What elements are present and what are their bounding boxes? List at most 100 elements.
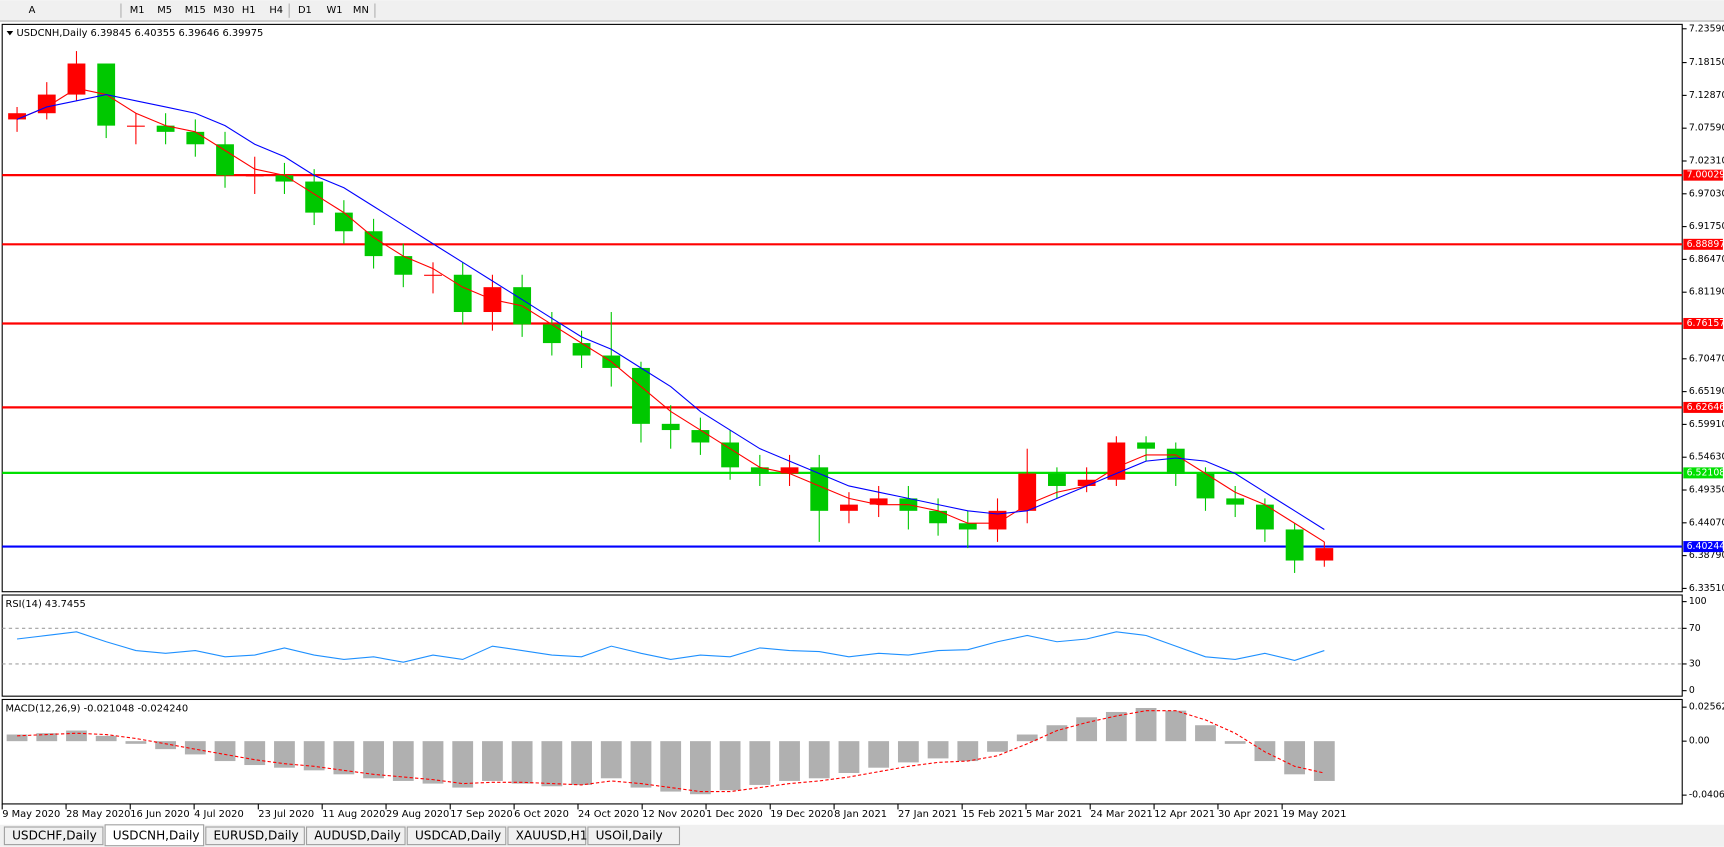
timeframe-button[interactable]: M1 [130, 5, 145, 16]
candle-body [37, 94, 56, 114]
tab[interactable] [406, 826, 507, 846]
macd-bar [957, 741, 979, 762]
y-tick-label: 0.025623 [1689, 702, 1724, 713]
tab-label[interactable]: AUDUSD,Daily [314, 828, 401, 842]
candle-body [572, 343, 591, 356]
macd-bar [274, 741, 295, 768]
x-tick-label: 19 Dec 2020 [770, 809, 833, 820]
macd-bar [6, 734, 28, 742]
tool-button[interactable]: A [29, 5, 36, 16]
level-label-box [1683, 238, 1723, 250]
candle-body [810, 467, 829, 511]
timeframe-button[interactable]: W1 [327, 5, 343, 16]
candle-body [1137, 442, 1155, 449]
macd-bar [868, 741, 890, 768]
macd-bar [452, 741, 474, 788]
tab-label[interactable]: USDCHF,Daily [12, 828, 97, 842]
timeframe-button[interactable]: M15 [185, 5, 206, 16]
y-tick-label: 7.23590 [1689, 23, 1724, 34]
x-tick-label: 19 May 2021 [1282, 809, 1346, 820]
x-tick-label: 4 Jul 2020 [194, 809, 244, 820]
x-tick-label: 24 Oct 2020 [578, 809, 639, 820]
macd-bar [1313, 741, 1335, 781]
x-tick-label: 29 Aug 2020 [386, 809, 449, 820]
macd-bar [808, 741, 830, 779]
macd-bar [66, 730, 87, 742]
tab[interactable] [3, 826, 104, 846]
x-tick-label: 11 Aug 2020 [322, 809, 385, 820]
level-label: 6.76157 [1687, 318, 1724, 329]
x-tick-label: 28 May 2020 [66, 809, 130, 820]
x-tick-label: 12 Apr 2021 [1154, 809, 1215, 820]
candle-body [929, 510, 947, 524]
panel-title: MACD(12,26,9) -0.021048 -0.024240 [5, 703, 188, 714]
macd-bar [1224, 741, 1246, 744]
timeframe-button[interactable]: H1 [242, 5, 256, 16]
tab-label[interactable]: EURUSD,Daily [214, 828, 299, 842]
tab[interactable] [104, 824, 205, 847]
candle-body [245, 175, 264, 177]
tab-label[interactable]: XAUUSD,H1 [516, 828, 588, 842]
y-tick-label: 6.86470 [1689, 254, 1724, 265]
level-label-box [1683, 401, 1723, 413]
y-tick-label: 70 [1689, 623, 1701, 634]
tab[interactable] [507, 826, 587, 846]
y-tick-label: 6.59910 [1689, 419, 1724, 430]
y-tick-label: 6.38790 [1689, 550, 1724, 561]
indicator-line [16, 93, 1325, 530]
candle-body [661, 423, 680, 431]
level-label: 6.52108 [1687, 467, 1724, 478]
y-tick-label: 7.02310 [1689, 155, 1724, 166]
tab-label[interactable]: USOil,Daily [596, 828, 663, 842]
timeframe-button[interactable]: MN [353, 5, 369, 16]
level-label: 6.88897 [1687, 239, 1724, 250]
candle-body [1226, 498, 1245, 505]
rsi-panel [1, 594, 1683, 697]
y-tick-label: 30 [1689, 658, 1701, 669]
x-tick-label: 12 Nov 2020 [642, 809, 705, 820]
candle-body [67, 63, 86, 95]
macd-bar [571, 741, 592, 785]
y-tick-label: 6.44070 [1689, 517, 1724, 528]
x-tick-label: 23 Jul 2020 [258, 809, 314, 820]
timeframe-button[interactable]: H4 [269, 5, 283, 16]
candle-body [424, 274, 442, 276]
x-tick-label: 5 Mar 2021 [1026, 809, 1082, 820]
y-tick-label: 6.65190 [1689, 386, 1724, 397]
macd-bar [1254, 741, 1276, 762]
panel-title: USDCNH,Daily 6.39845 6.40355 6.39646 6.3… [16, 28, 263, 39]
y-tick-label: 6.70470 [1689, 353, 1724, 364]
timeframe-button[interactable]: M30 [213, 5, 234, 16]
timeframe-button[interactable]: M5 [157, 5, 172, 16]
y-tick-label: 7.18150 [1689, 57, 1724, 68]
candle-body [334, 212, 353, 232]
candle-body [721, 442, 740, 468]
macd-bar [897, 741, 919, 763]
macd-bar [1284, 741, 1306, 775]
tab[interactable] [587, 826, 681, 846]
macd-bar [333, 741, 355, 775]
macd-bar [927, 741, 949, 759]
macd-bar [600, 741, 622, 779]
x-tick-label: 27 Jan 2021 [898, 809, 957, 820]
candle-body [750, 467, 769, 474]
candle-body [1315, 548, 1334, 561]
macd-bar [303, 741, 325, 771]
macd-bar [660, 741, 682, 792]
macd-bar [392, 741, 414, 781]
y-tick-label: 6.33510 [1689, 583, 1724, 594]
tab[interactable] [205, 826, 305, 846]
candle-body [1196, 473, 1215, 499]
tab[interactable] [305, 826, 406, 846]
y-tick-label: 100 [1689, 596, 1707, 607]
macd-bar [125, 741, 147, 744]
tab-label[interactable]: USDCNH,Daily [113, 828, 200, 842]
main-panel [1, 23, 1683, 593]
candle-body [8, 113, 26, 120]
tab-label[interactable]: USDCAD,Daily [415, 828, 501, 842]
macd-bar [1105, 711, 1127, 742]
x-tick-label: 15 Feb 2021 [962, 809, 1023, 820]
level-label: 6.40244 [1687, 541, 1724, 552]
macd-bar [749, 741, 771, 785]
timeframe-button[interactable]: D1 [298, 5, 312, 16]
